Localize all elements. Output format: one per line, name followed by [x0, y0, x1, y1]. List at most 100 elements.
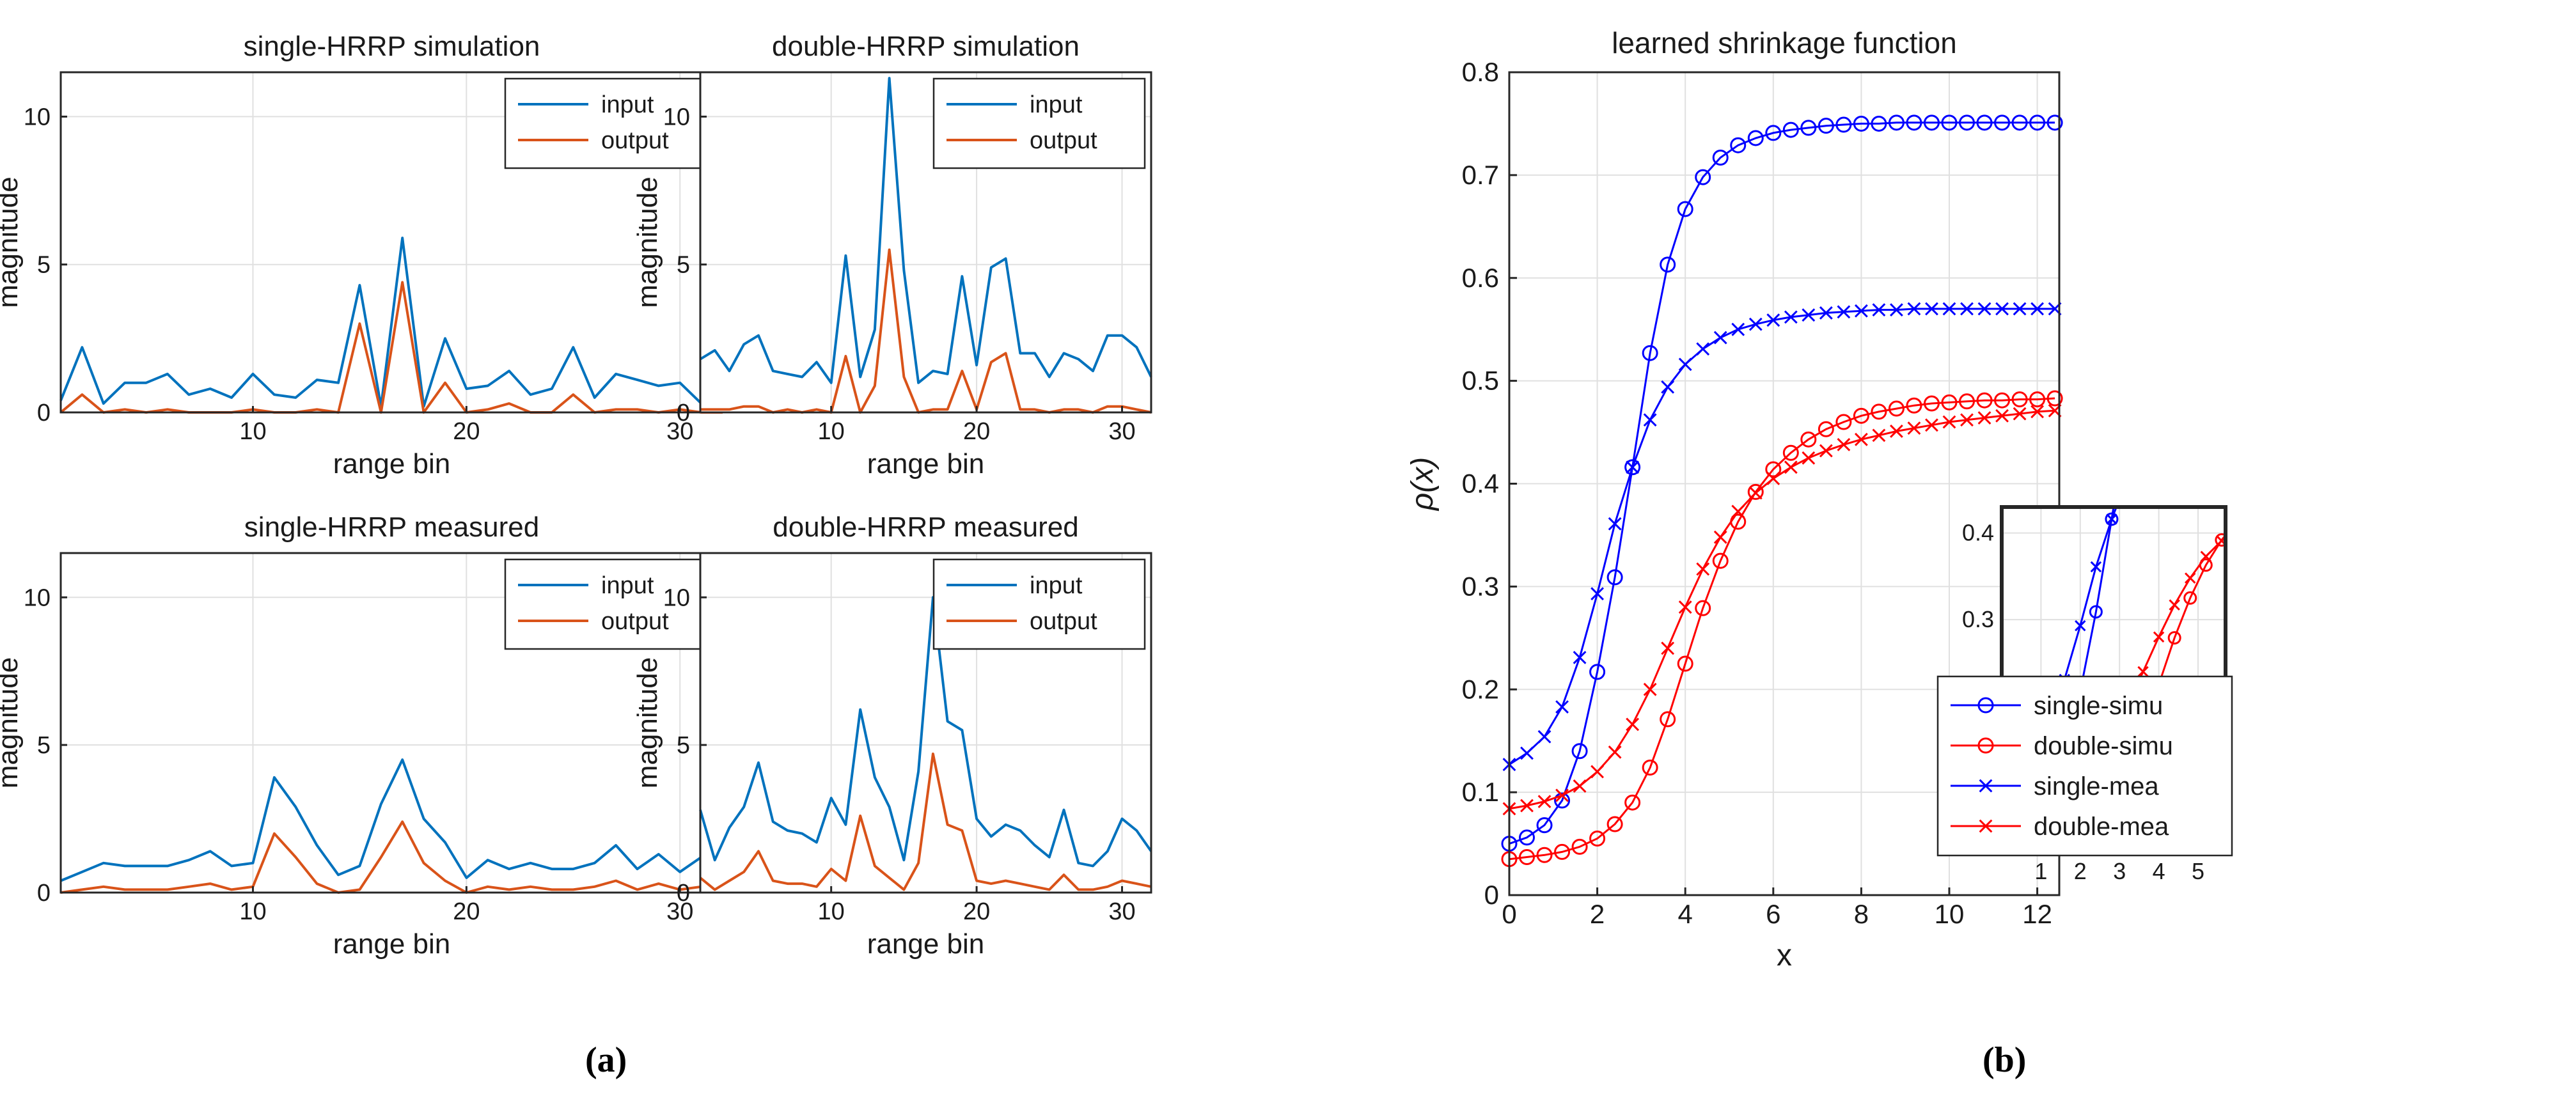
inset-x-tick-label: 3	[2113, 858, 2126, 884]
data-point	[1977, 302, 1991, 316]
data-point	[1995, 409, 2009, 423]
data-point	[1696, 342, 1710, 356]
data-point	[2170, 414, 2179, 424]
data-point	[1906, 397, 1922, 414]
x-tick-label: 20	[453, 418, 480, 445]
x-axis-label: x	[1777, 939, 1792, 972]
data-point	[1520, 746, 1534, 760]
data-point	[1520, 799, 1534, 813]
data-point	[1837, 305, 1851, 319]
series-line-input	[59, 237, 723, 408]
x-tick-label: 10	[239, 898, 266, 925]
x-tick-label: 30	[666, 418, 693, 445]
data-point	[2137, 666, 2149, 678]
data-point	[1907, 421, 1921, 435]
data-point	[1712, 150, 1729, 166]
data-point	[2105, 512, 2119, 526]
data-point	[1695, 600, 1711, 616]
y-tick-label: 10	[24, 104, 51, 130]
data-point	[1784, 460, 1798, 474]
legend-box	[504, 77, 718, 169]
data-point	[1819, 306, 1833, 320]
data-point	[2185, 405, 2195, 415]
data-point	[2185, 572, 2196, 584]
data-point	[1748, 317, 1763, 331]
data-point	[2138, 447, 2148, 457]
data-point	[1712, 552, 1729, 569]
x-tick-label: 10	[239, 418, 266, 445]
legend-label-output: output	[1030, 608, 1097, 635]
data-point	[1925, 302, 1938, 316]
data-point	[1800, 431, 1817, 448]
data-point	[1589, 664, 1606, 680]
legend: single-simu double-simu single-mea double-m…	[1936, 675, 2233, 857]
series-line-output	[699, 753, 1152, 891]
data-point	[2169, 269, 2180, 281]
series-line-double-simu	[1509, 397, 2055, 861]
inset-x-tick-label: 1	[2034, 858, 2047, 884]
data-point	[1818, 118, 1834, 134]
x-axis-label: range bin	[333, 928, 450, 960]
data-point	[1731, 322, 1745, 336]
inset-x-tick-label: 4	[2153, 858, 2165, 884]
data-point	[1782, 444, 1799, 461]
data-point	[2200, 550, 2212, 562]
data-point	[1835, 116, 1852, 133]
data-point	[2090, 561, 2102, 573]
y-tick-label: 0.5	[1462, 366, 1499, 396]
data-point	[2011, 391, 2028, 408]
y-tick-label: 0	[1484, 880, 1499, 910]
data-point	[2169, 599, 2180, 611]
data-point	[2121, 418, 2133, 429]
x-axis-label: range bin	[333, 448, 450, 480]
inset-y-tick-label: 0.4	[1962, 520, 1994, 546]
data-point	[1696, 562, 1710, 576]
data-point	[1660, 256, 1676, 273]
data-point	[1890, 425, 1903, 438]
data-point	[1626, 717, 1640, 731]
data-point	[1819, 444, 1833, 458]
data-point	[1642, 760, 1658, 776]
data-point	[2123, 474, 2132, 484]
data-point	[2153, 296, 2165, 308]
data-point	[2030, 302, 2045, 316]
data-point	[1766, 313, 1780, 327]
legend-label-single-simu: single-simu	[2034, 692, 2163, 720]
data-point	[2089, 605, 2103, 619]
series-line-output	[60, 820, 723, 894]
data-point	[2217, 394, 2226, 403]
y-tick-label: 0.7	[1462, 160, 1499, 190]
legend-box	[932, 558, 1146, 650]
x-tick-label: 10	[818, 418, 845, 445]
data-point	[1977, 411, 1991, 425]
data-point	[1554, 843, 1571, 860]
inset-x-tick-label: 2	[2074, 858, 2087, 884]
legend: input output	[504, 558, 718, 650]
data-point	[1678, 357, 1692, 371]
chart-title: learned shrinkage function	[1612, 26, 1957, 59]
data-point	[1837, 437, 1851, 451]
y-tick-label: 10	[663, 104, 690, 130]
data-point	[1835, 414, 1852, 430]
data-point	[2233, 524, 2242, 533]
inset-y-tick-label: 0.3	[1962, 606, 1994, 632]
data-point	[1784, 310, 1798, 324]
data-point	[1853, 407, 1869, 424]
panel-label-b: (b)	[1983, 1040, 2027, 1080]
data-point	[1871, 403, 1887, 420]
data-point	[1730, 137, 1747, 153]
data-point	[1800, 120, 1817, 136]
y-axis-label: magnitude	[632, 657, 663, 788]
y-tick-label: 0.8	[1462, 57, 1499, 87]
data-point	[1608, 517, 1622, 531]
data-point	[1979, 779, 1993, 793]
y-tick-label: 10	[24, 584, 51, 611]
data-point	[1872, 303, 1886, 317]
data-point	[1871, 115, 1887, 132]
data-point	[1802, 308, 1816, 322]
y-tick-label: 0	[37, 880, 51, 907]
